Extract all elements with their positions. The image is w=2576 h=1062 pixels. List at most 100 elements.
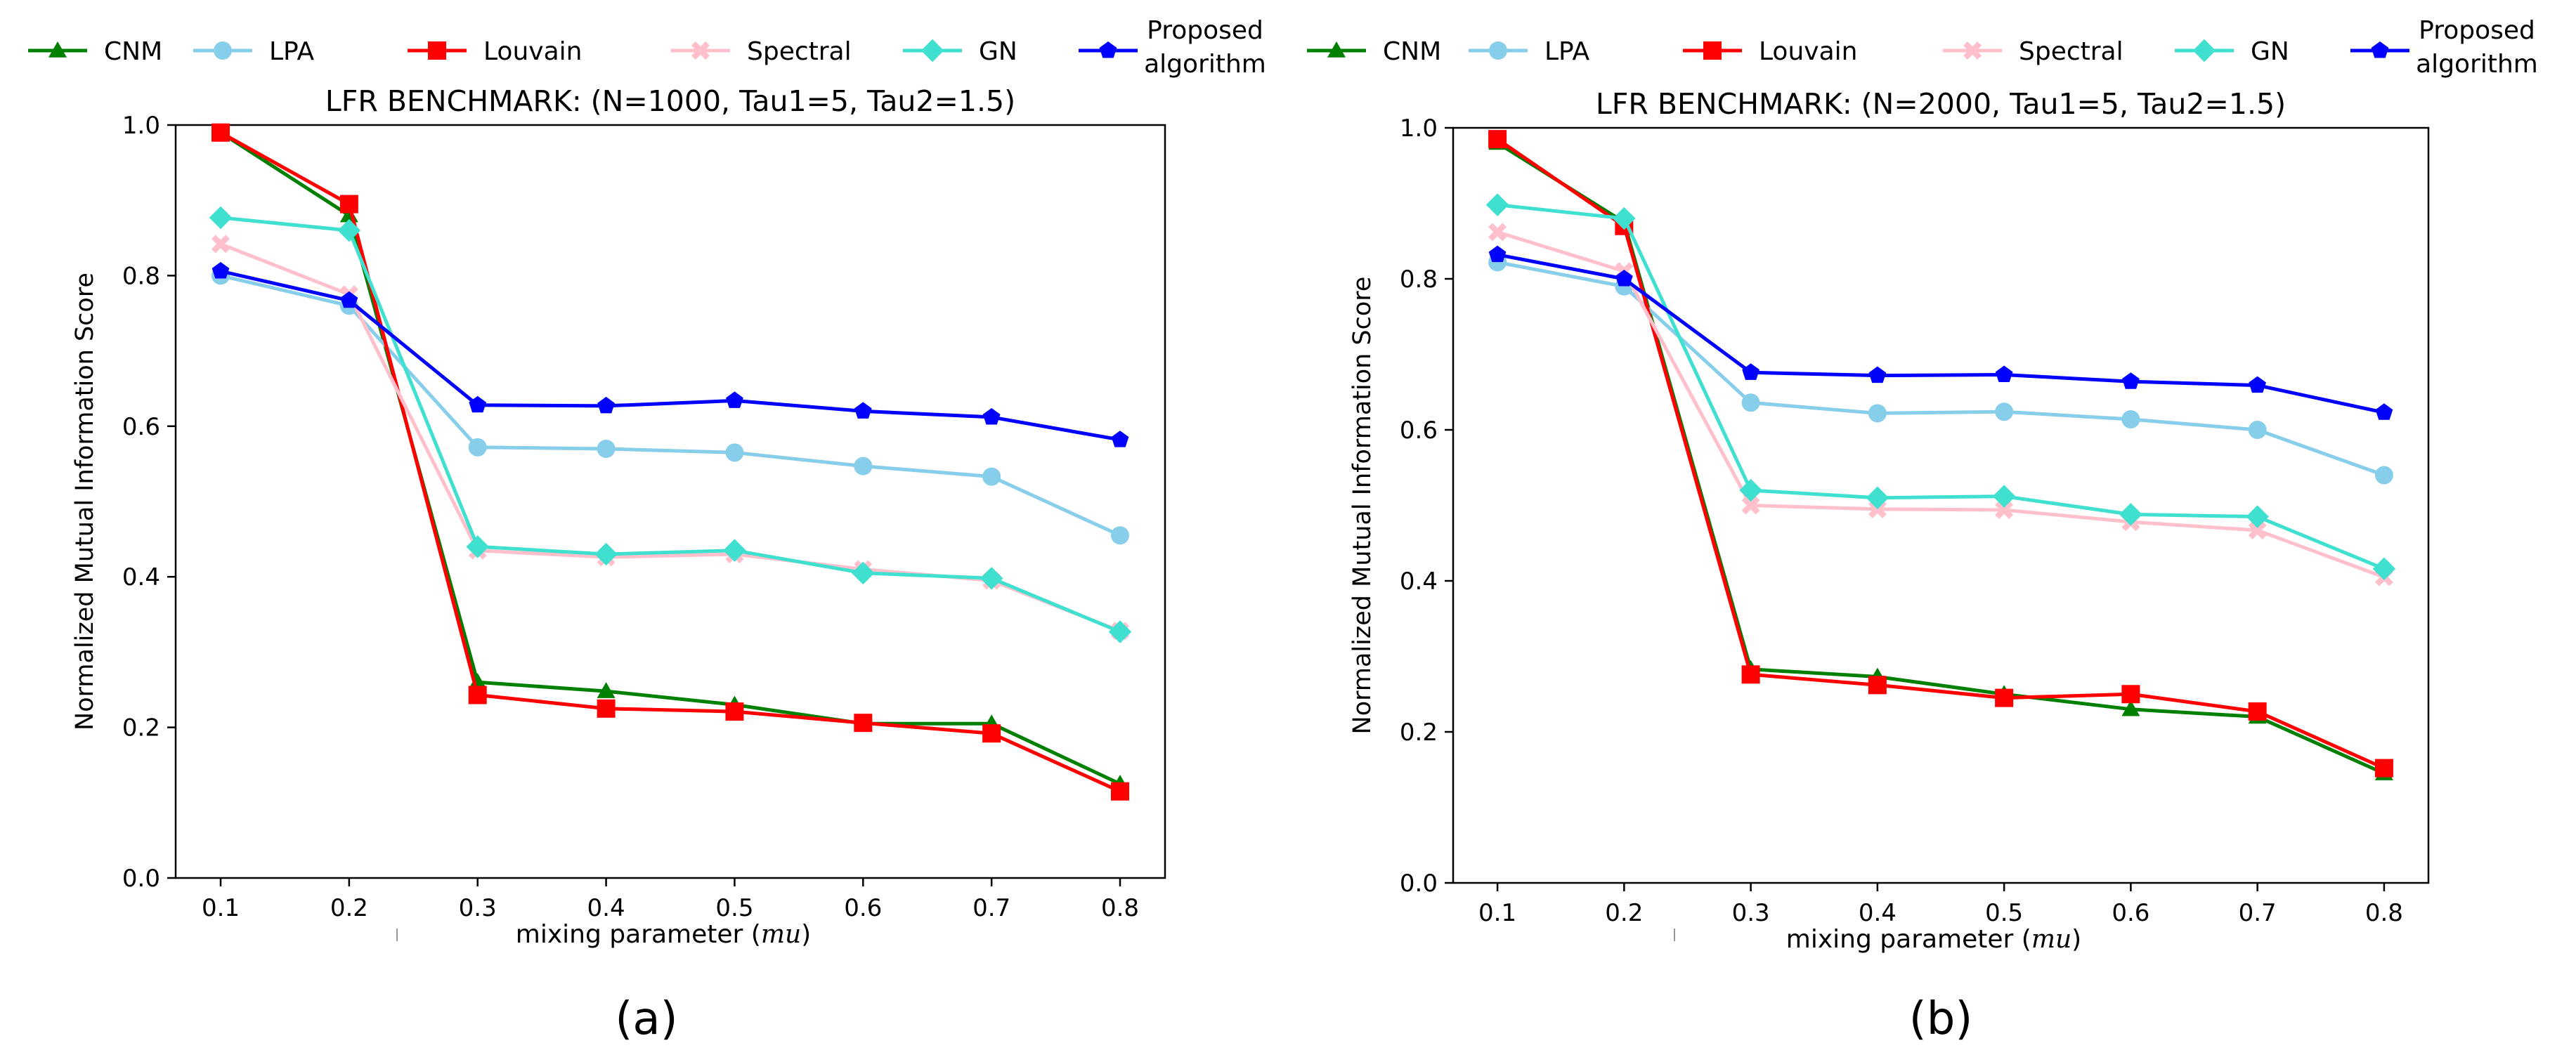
data-point xyxy=(469,395,487,413)
series-line xyxy=(220,273,1121,537)
legend-label: GN xyxy=(979,37,1017,66)
series-proposed-algorithm xyxy=(212,261,1129,447)
data-point xyxy=(1615,270,1633,287)
data-point xyxy=(1741,665,1760,684)
series-spectral xyxy=(1488,223,2393,586)
plot-frame xyxy=(174,124,1166,879)
data-point xyxy=(1868,676,1887,695)
legend-item-spectral: Spectral xyxy=(671,37,852,66)
data-point xyxy=(1111,526,1129,545)
y-tick-label: 0.8 xyxy=(1400,266,1438,294)
data-point xyxy=(1488,130,1507,149)
legend-label: CNM xyxy=(104,37,162,66)
data-point xyxy=(209,206,233,230)
data-point xyxy=(212,235,230,254)
data-point xyxy=(1995,365,2013,383)
x-tick-label: 0.5 xyxy=(715,894,753,922)
panel-label: (b) xyxy=(1909,993,1973,1045)
data-point xyxy=(2248,702,2267,721)
data-point xyxy=(982,724,1001,743)
legend-label: algorithm xyxy=(2416,50,2538,79)
legend-marker-square-icon xyxy=(1703,41,1722,60)
data-point xyxy=(2375,403,2393,420)
data-point xyxy=(1108,620,1132,643)
series-louvain xyxy=(1488,130,2393,778)
data-point xyxy=(852,561,875,585)
data-point xyxy=(1488,223,1507,242)
data-point xyxy=(2249,376,2267,393)
y-tick-label: 0.2 xyxy=(122,714,160,742)
legend-marker-pentagon-icon xyxy=(1099,41,1117,58)
y-tick-label: 0.0 xyxy=(1400,870,1438,898)
y-axis-label: Normalized Mutual Information Score xyxy=(1348,277,1377,735)
legend-item-cnm: CNM xyxy=(1307,37,1441,66)
legend-a: CNM LPA Louvain Spectral GN Proposed algorithm xyxy=(28,16,1266,79)
data-point xyxy=(1739,478,1762,502)
y-tick-label: 0.2 xyxy=(1400,719,1438,747)
legend-item-cnm: CNM xyxy=(28,37,162,66)
x-tick-label: 0.7 xyxy=(972,894,1010,922)
series-line xyxy=(1497,230,2385,579)
data-point xyxy=(1992,485,2016,508)
x-tick-label: 0.6 xyxy=(2112,899,2149,927)
chart-title: LFR BENCHMARK: (N=1000, Tau1=5, Tau2=1.5… xyxy=(325,84,1015,118)
data-point xyxy=(1868,366,1887,383)
x-tick-label: 0.5 xyxy=(1985,899,2023,927)
legend-item-lpa: LPA xyxy=(1469,37,1589,66)
legend-label: Louvain xyxy=(1759,37,1857,66)
data-point xyxy=(337,218,361,242)
y-axis-label: Normalized Mutual Information Score xyxy=(71,273,99,730)
x-tick-label: 0.3 xyxy=(459,894,497,922)
series-line xyxy=(219,131,1121,786)
data-point xyxy=(2372,557,2396,581)
data-point xyxy=(468,673,487,690)
series-gn xyxy=(1485,193,2396,581)
data-point xyxy=(1995,500,2014,519)
x-axis-label: mixing parameter (mu) xyxy=(516,920,811,949)
data-point xyxy=(2119,503,2142,526)
data-point xyxy=(339,195,358,214)
data-point xyxy=(982,467,1001,486)
data-point xyxy=(1868,404,1887,423)
data-point xyxy=(1111,431,1129,447)
chart-panel-a: LFR BENCHMARK: (N=1000, Tau1=5, Tau2=1.5… xyxy=(71,84,1166,1045)
data-point xyxy=(2248,520,2267,539)
legend-label: algorithm xyxy=(1144,50,1266,79)
data-point xyxy=(1111,782,1129,801)
legend-label: Spectral xyxy=(2019,37,2123,66)
data-point xyxy=(2246,505,2269,528)
data-point xyxy=(726,391,743,408)
series-lpa xyxy=(212,266,1129,545)
y-tick-label: 0.4 xyxy=(1400,568,1438,596)
data-point xyxy=(854,457,873,476)
y-tick-label: 1.0 xyxy=(122,112,160,140)
data-point xyxy=(340,291,358,308)
data-point xyxy=(1741,496,1760,515)
data-point xyxy=(1613,206,1636,230)
x-axis-label-math: mu xyxy=(761,920,801,949)
x-tick-label: 0.2 xyxy=(330,894,368,922)
data-point xyxy=(466,535,489,558)
legend-marker-x-icon xyxy=(691,41,710,60)
data-point xyxy=(1741,393,1760,412)
series-line xyxy=(220,269,1121,442)
series-line xyxy=(220,216,1121,634)
data-point xyxy=(2122,372,2140,389)
data-point xyxy=(2121,700,2140,716)
legend-marker-pentagon-icon xyxy=(2371,41,2389,58)
legend-marker-triangle-icon xyxy=(48,41,67,58)
data-point xyxy=(1488,245,1507,263)
x-tick-label: 0.3 xyxy=(1732,899,1770,927)
data-point xyxy=(597,682,616,698)
legend-item-proposed-algorithm: Proposed algorithm xyxy=(1079,16,1266,79)
x-tick-label: 0.8 xyxy=(2365,899,2403,927)
x-axis-label-math: mu xyxy=(2031,925,2071,954)
series-line xyxy=(1497,203,2385,571)
legend-item-spectral: Spectral xyxy=(1943,37,2123,66)
series-line xyxy=(1496,138,2385,770)
data-point xyxy=(2374,759,2393,778)
data-point xyxy=(854,402,872,419)
legend-item-louvain: Louvain xyxy=(1683,37,1857,66)
